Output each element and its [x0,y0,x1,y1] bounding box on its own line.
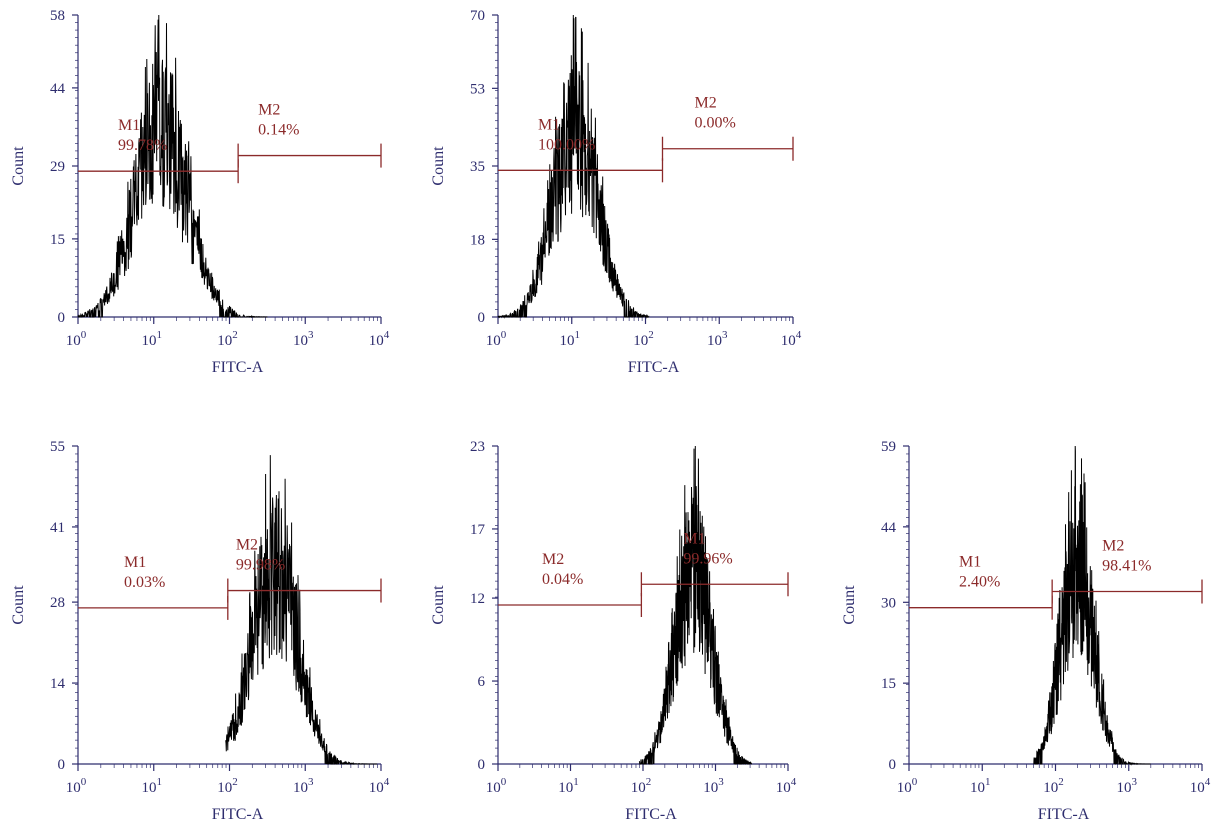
y-axis-title: Count [841,585,858,625]
histogram-panel-5: 0 15 30 44 59 100 101 102 103 104 FITC-A Count M1 2.4… [841,439,1211,823]
y-tick-label: 30 [881,595,896,611]
gate-percent-label: 98.41% [1102,558,1151,575]
x-tick-label: 101 [142,776,163,796]
gate-name-label: M1 [538,116,560,133]
x-axis-title: FITC-A [628,359,680,376]
x-tick-label: 103 [293,329,314,349]
x-tick-label: 102 [633,329,654,349]
y-axis-title: Count [430,585,447,625]
x-tick-label: 102 [217,329,238,349]
x-tick-label: 101 [558,776,579,796]
y-tick-label: 28 [50,595,65,611]
y-tick-label: 15 [50,232,65,248]
x-tick-label: 104 [369,776,390,796]
y-tick-label: 0 [58,310,66,326]
gate-percent-label: 0.03% [124,574,165,591]
gate-name-label: M2 [1102,538,1124,555]
y-tick-label: 44 [881,520,897,536]
gate-name-label: M1 [683,530,705,547]
histogram-trace [77,14,268,319]
histogram-panel-2: 0 18 35 53 70 100 101 102 103 104 FITC-A Count M1 100… [430,8,802,376]
gate-name-label: M2 [236,537,258,554]
x-tick-label: 101 [142,329,163,349]
histogram-trace [497,14,650,319]
y-axis-title: Count [10,146,27,186]
gate-name-label: M2 [542,551,564,568]
gate-name-label: M2 [694,95,716,112]
x-axis-title: FITC-A [1038,806,1090,823]
x-tick-label: 102 [217,776,238,796]
x-tick-label: 103 [1117,776,1138,796]
y-tick-label: 29 [50,159,65,175]
histogram-panel-4: 0 6 12 17 23 100 101 102 103 104 FITC-A Count M2 0.04… [430,439,797,823]
y-tick-label: 35 [470,159,485,175]
y-tick-label: 70 [470,8,485,24]
x-tick-label: 100 [897,776,918,796]
gate-name-label: M1 [124,554,146,571]
gate-percent-label: 0.00% [694,115,735,132]
gate-percent-label: 99.98% [236,557,285,574]
gate-percent-label: 0.14% [258,122,299,139]
y-axis-title: Count [10,585,27,625]
y-tick-label: 17 [470,522,486,538]
x-tick-label: 103 [707,329,728,349]
histogram-trace [638,445,752,765]
y-tick-label: 0 [478,757,486,773]
x-tick-label: 103 [703,776,724,796]
histogram-panel-1: 0 15 29 44 58 100 101 102 103 104 FITC-A Count M1 99.… [10,8,390,376]
y-tick-label: 18 [470,232,485,248]
histogram-panel-3: 0 14 28 41 55 100 101 102 103 104 FITC-A Count M1 0.0… [10,439,390,823]
y-tick-label: 15 [881,676,896,692]
y-tick-label: 12 [470,591,485,607]
x-tick-label: 100 [486,776,507,796]
x-axis-title: FITC-A [212,806,264,823]
y-tick-label: 0 [889,757,897,773]
x-tick-label: 102 [631,776,652,796]
y-tick-label: 55 [50,439,65,455]
gate-name-label: M1 [118,117,140,134]
gate-name-label: M2 [258,102,280,119]
gate-percent-label: 2.40% [959,574,1000,591]
x-tick-label: 104 [369,329,390,349]
x-axis-title: FITC-A [625,806,677,823]
y-tick-label: 23 [470,439,485,455]
gate-percent-label: 99.96% [683,550,732,567]
gate-percent-label: 99.78% [118,137,167,154]
x-tick-label: 101 [560,329,581,349]
x-tick-label: 100 [486,329,507,349]
x-tick-label: 104 [1190,776,1211,796]
x-tick-label: 100 [66,329,87,349]
x-tick-label: 101 [970,776,991,796]
y-tick-label: 0 [58,757,66,773]
histogram-trace [1033,445,1151,766]
x-tick-label: 104 [776,776,797,796]
x-tick-label: 103 [293,776,314,796]
x-tick-label: 100 [66,776,87,796]
gate-percent-label: 0.04% [542,571,583,588]
y-axis-title: Count [430,146,447,186]
x-tick-label: 102 [1043,776,1064,796]
y-tick-label: 44 [50,81,66,97]
y-tick-label: 6 [478,674,486,690]
y-tick-label: 14 [50,676,66,692]
x-axis-title: FITC-A [212,359,264,376]
y-tick-label: 59 [881,439,896,455]
y-tick-label: 0 [478,310,486,326]
x-tick-label: 104 [781,329,802,349]
y-tick-label: 58 [50,8,65,24]
histogram-trace [225,455,378,766]
gate-percent-label: 100.00% [538,136,595,153]
gate-name-label: M1 [959,554,981,571]
y-tick-label: 41 [50,520,65,536]
y-tick-label: 53 [470,81,485,97]
